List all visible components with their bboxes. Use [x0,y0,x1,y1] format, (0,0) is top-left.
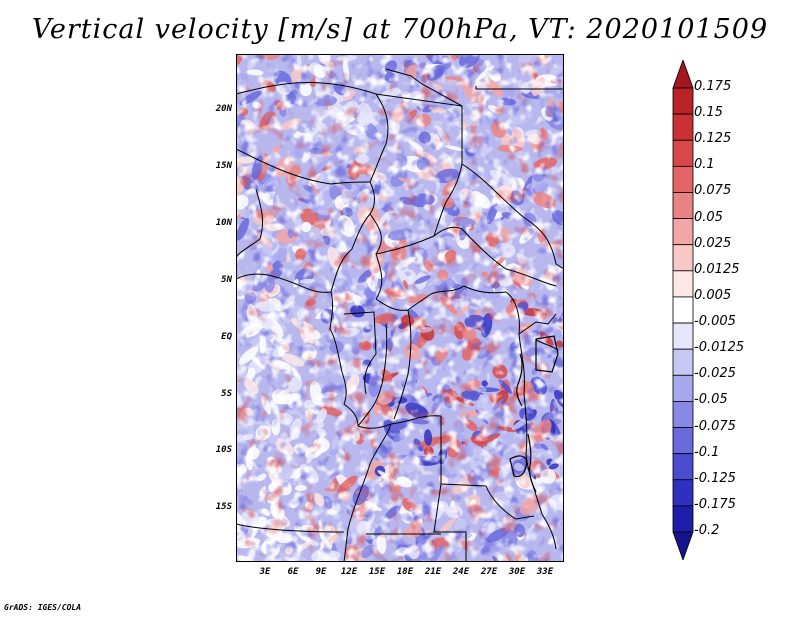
lon-label-21e: 21E [424,567,442,577]
lon-label-12e: 12E [340,567,358,577]
colorbar-label: -0.0125 [694,340,745,356]
colorbar-label: 0.0125 [694,261,740,277]
colorbar-label: -0.025 [694,366,736,382]
colorbar-label: 0.025 [694,235,732,251]
colorbar-band [672,348,694,376]
colorbar-band [672,531,694,560]
lon-label-33e: 33E [536,567,554,577]
lon-label-9e: 9E [315,567,327,577]
velocity-map[interactable] [236,54,564,562]
colorbar-label: -0.1 [694,444,720,460]
map-title: Vertical velocity [m/s] at 700hPa, VT: 2… [31,14,769,45]
lon-label-30e: 30E [508,567,526,577]
lat-label-15s: 15S [215,502,232,512]
lat-label-5s: 5S [221,389,232,399]
colorbar-label: 0.1 [694,157,715,173]
colorbar-band [672,244,694,272]
colorbar-band [672,113,694,141]
lon-label-15e: 15E [368,567,386,577]
lat-label-10s: 10S [215,445,232,455]
colorbar-label: -0.05 [694,392,728,408]
colorbar-band [672,322,694,350]
colorbar-band [672,139,694,167]
colorbar-band [672,401,694,428]
lon-label-24e: 24E [452,567,470,577]
colorbar-label: -0.2 [694,523,720,538]
colorbar-label: 0.15 [694,105,723,121]
colorbar-band [672,192,694,219]
colorbar [672,60,694,560]
colorbar-band [672,218,694,246]
lat-label-15n: 15N [215,161,232,171]
colorbar-band [672,165,694,193]
colorbar-label: 0.005 [694,287,732,303]
colorbar-label: -0.125 [694,470,736,486]
colorbar-band [672,87,694,115]
colorbar-band [672,479,694,507]
lon-label-3e: 3E [259,567,271,577]
colorbar-label: 0.05 [694,209,723,225]
colorbar-label: 0.125 [694,131,732,147]
colorbar-band [672,427,694,455]
colorbar-label: -0.005 [694,314,736,330]
colorbar-label: -0.175 [694,496,736,512]
colorbar-label: -0.075 [694,418,736,434]
colorbar-band [672,270,694,298]
colorbar-band [672,296,694,324]
colorbar-label: 0.175 [694,79,732,94]
colorbar-band [672,505,694,533]
lon-label-18e: 18E [396,567,414,577]
colorbar-label: 0.075 [694,183,732,199]
lat-label-eq: EQ [221,332,232,342]
colorbar-band [672,453,694,481]
lon-label-27e: 27E [480,567,498,577]
colorbar-band [672,60,694,89]
lat-label-5n: 5N [221,275,232,285]
grads-credit: GrADS: IGES/COLA [4,603,82,612]
lon-label-6e: 6E [287,567,299,577]
lat-label-10n: 10N [215,218,232,228]
colorbar-band [672,374,694,402]
country-borders [236,68,564,562]
lat-label-20n: 20N [215,104,232,114]
